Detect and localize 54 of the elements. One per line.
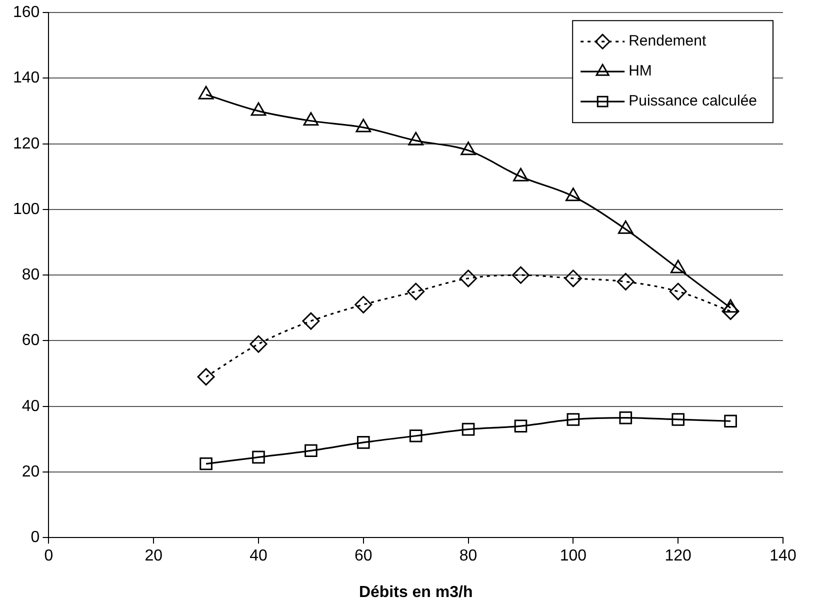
point xyxy=(566,188,581,202)
point xyxy=(198,86,214,100)
point xyxy=(513,168,528,182)
point xyxy=(200,457,212,470)
y-tick-label: 120 xyxy=(12,135,40,152)
point xyxy=(566,413,580,426)
point xyxy=(408,132,424,146)
x-tick-label: 100 xyxy=(560,548,587,565)
point xyxy=(462,422,475,436)
point xyxy=(616,272,634,290)
point xyxy=(197,368,215,386)
point xyxy=(302,312,320,330)
point xyxy=(619,411,632,424)
legend-label: Puissance calculée xyxy=(628,92,758,110)
point xyxy=(724,414,737,428)
legend-label: Rendement xyxy=(628,32,707,50)
point xyxy=(252,450,265,464)
point xyxy=(354,296,372,314)
point xyxy=(618,220,634,234)
legend-label: HM xyxy=(628,62,652,80)
x-tick-label: 20 xyxy=(144,548,163,565)
x-tick-label: 120 xyxy=(664,548,692,565)
x-tick-label: 0 xyxy=(44,548,54,565)
y-tick-label: 160 xyxy=(12,4,40,22)
point xyxy=(672,413,685,426)
y-tick-label: 80 xyxy=(22,266,40,284)
point xyxy=(407,282,425,300)
point xyxy=(356,118,372,132)
y-tick-label: 40 xyxy=(22,398,40,415)
point xyxy=(722,299,738,313)
point xyxy=(356,436,370,449)
x-tick-label: 40 xyxy=(250,548,268,565)
point xyxy=(670,260,686,274)
point xyxy=(722,302,740,320)
point xyxy=(250,102,266,116)
x-tick-label: 80 xyxy=(459,548,478,565)
point xyxy=(460,270,478,288)
y-tick-label: 140 xyxy=(12,70,40,87)
point xyxy=(303,112,319,126)
point xyxy=(460,142,476,156)
x-axis-title: Débits en m3/h xyxy=(358,584,473,601)
x-tick-label: 60 xyxy=(354,548,372,565)
point xyxy=(304,444,318,458)
y-tick-label: 0 xyxy=(30,529,40,546)
point xyxy=(514,420,528,432)
point xyxy=(669,282,687,300)
y-tick-label: 60 xyxy=(22,332,40,350)
point xyxy=(564,270,582,288)
point xyxy=(409,429,422,442)
point xyxy=(250,335,268,353)
point xyxy=(512,266,530,284)
y-tick-label: 20 xyxy=(22,463,40,480)
y-tick-label: 100 xyxy=(12,200,40,218)
x-tick-label: 140 xyxy=(770,548,796,565)
